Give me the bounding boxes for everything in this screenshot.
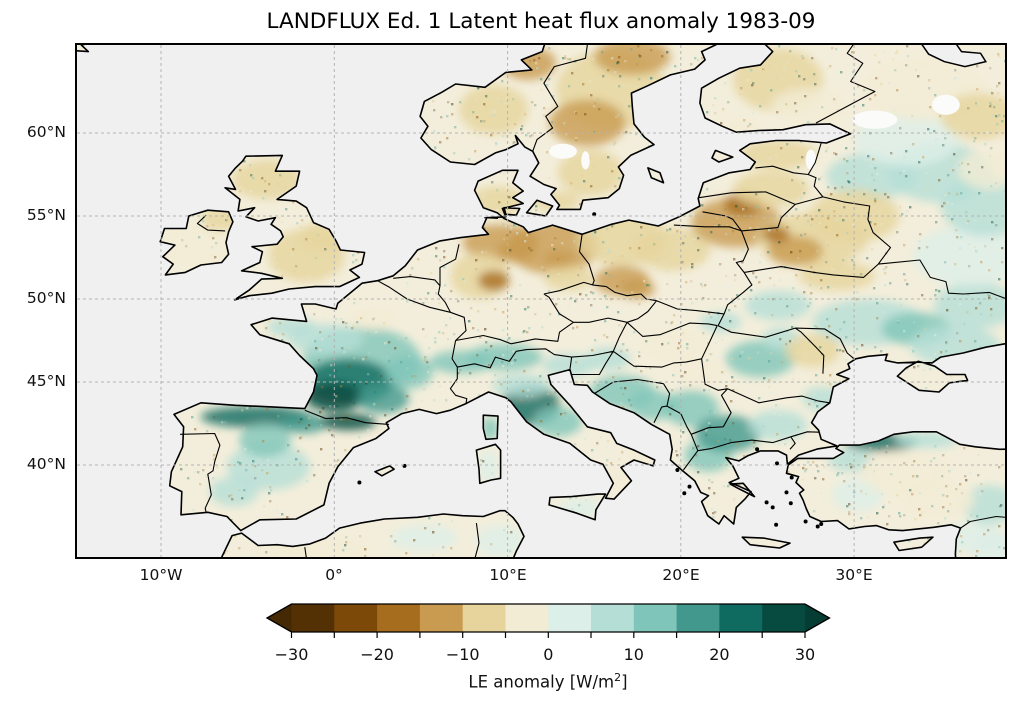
europe-anomaly-map — [77, 45, 1005, 557]
small-islands — [357, 212, 824, 529]
svg-text:20: 20 — [709, 645, 729, 664]
svg-text:−10: −10 — [446, 645, 480, 664]
colorbar-label: LE anomaly [W/m2] — [348, 671, 748, 692]
svg-text:−30: −30 — [275, 645, 309, 664]
y-tick-label: 45°N — [26, 372, 66, 390]
white-sea — [921, 45, 987, 68]
x-tick-label: 0° — [325, 566, 343, 584]
gridlines — [77, 45, 1005, 557]
colorbar-label-close: ] — [621, 672, 628, 692]
country-borders — [180, 45, 1005, 557]
x-tick-label: 20°E — [662, 566, 700, 584]
map-plot — [75, 43, 1007, 559]
figure-title: LANDFLUX Ed. 1 Latent heat flux anomaly … — [266, 9, 816, 34]
colorbar-ticks — [290, 632, 806, 638]
colorbar: −30 −20 −10 0 10 20 30 — [265, 603, 831, 664]
colorbar-label-exponent: 2 — [614, 671, 622, 684]
svg-text:−20: −20 — [360, 645, 394, 664]
colorbar-tick-labels: −30 −20 −10 0 10 20 30 — [275, 645, 816, 664]
y-tick-label: 60°N — [26, 123, 66, 141]
svg-text:0: 0 — [543, 645, 553, 664]
svg-text:30: 30 — [795, 645, 815, 664]
x-tick-label: 10°E — [489, 566, 527, 584]
colorbar-label-text: LE anomaly [W/m — [468, 672, 615, 692]
y-tick-label: 40°N — [26, 455, 66, 473]
svg-text:10: 10 — [624, 645, 644, 664]
y-tick-label: 55°N — [26, 206, 66, 224]
x-tick-label: 30°E — [835, 566, 873, 584]
colorbar-swatches — [267, 604, 830, 632]
y-tick-label: 50°N — [26, 289, 66, 307]
lakes — [549, 94, 960, 170]
x-tick-label: 10°W — [139, 566, 183, 584]
